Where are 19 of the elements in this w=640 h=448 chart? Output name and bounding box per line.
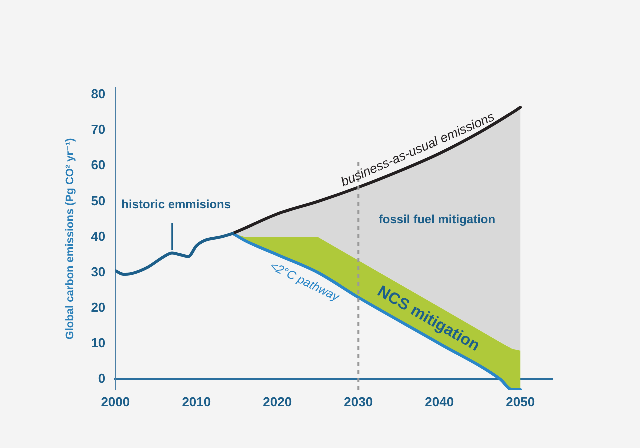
line-series xyxy=(232,106,522,236)
x-tick-label: 2000 xyxy=(101,394,130,410)
y-tick-label: 70 xyxy=(91,122,106,138)
annotation: fossil fuel mitigation xyxy=(378,212,496,227)
y-tick-label: 40 xyxy=(91,228,106,244)
y-axis-title: Global carbon emissions (Pg CO² yr⁻¹) xyxy=(64,138,77,340)
y-tick-label: 10 xyxy=(91,335,106,350)
x-tick-label: 2020 xyxy=(263,394,292,410)
y-tick-label: 0 xyxy=(98,370,106,386)
y-tick-label: 30 xyxy=(91,264,106,280)
y-tick-label: 60 xyxy=(91,158,106,173)
series-label: historic emmisions xyxy=(122,198,232,212)
y-tick-label: 80 xyxy=(91,86,106,102)
y-tick-label: 20 xyxy=(91,300,106,315)
x-tick-label: 2030 xyxy=(344,394,374,410)
x-tick-label: 2040 xyxy=(425,394,454,410)
x-tick-label: 2050 xyxy=(506,394,536,410)
x-tick-label: 2010 xyxy=(182,394,212,410)
y-tick-label: 50 xyxy=(91,193,106,208)
